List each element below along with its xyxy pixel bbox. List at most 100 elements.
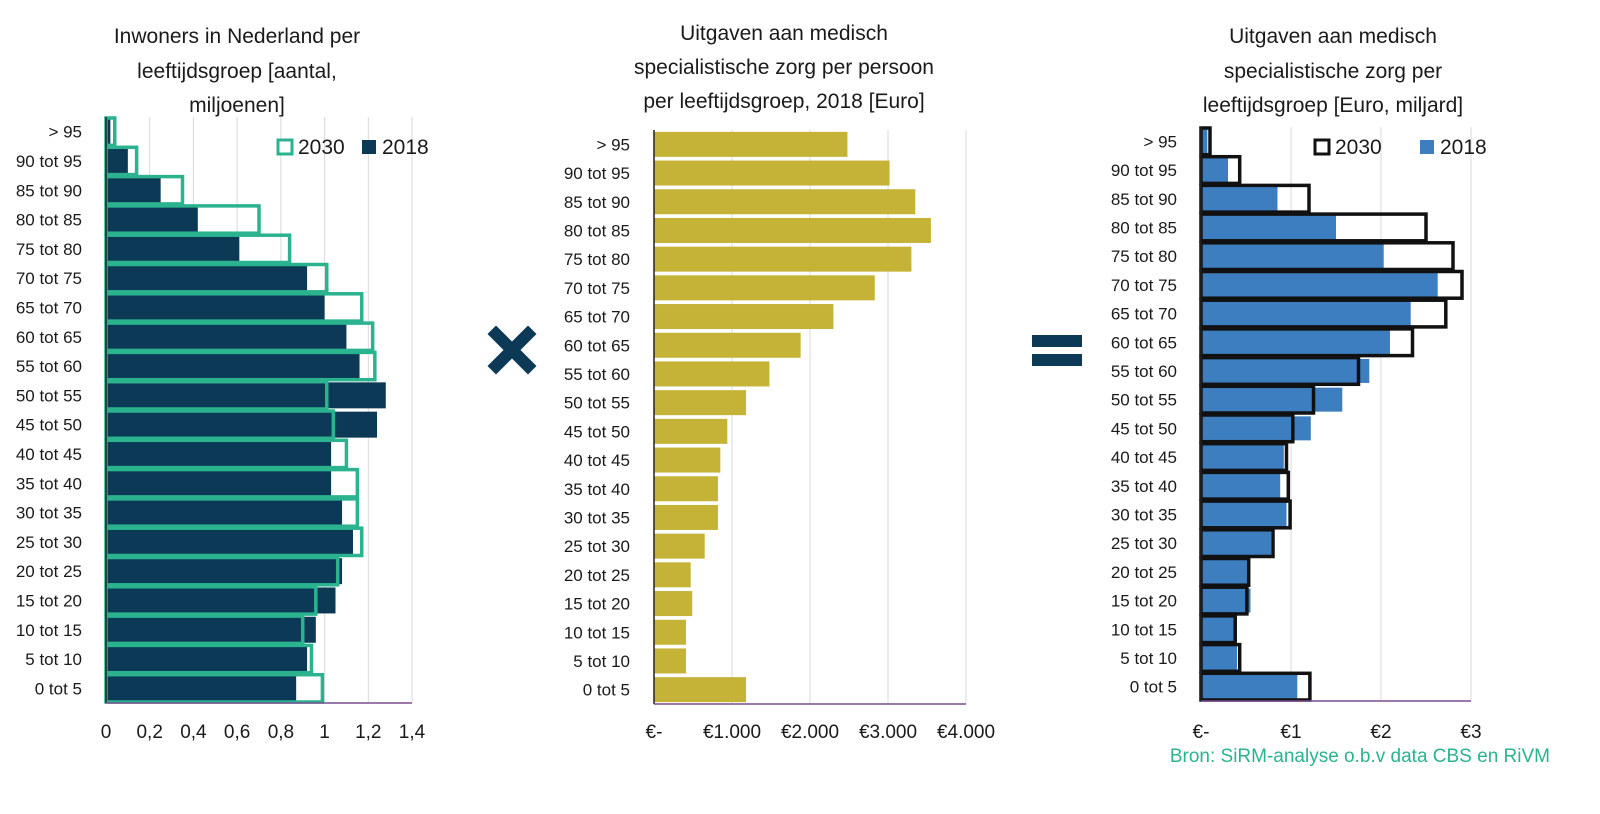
bar-2018-90 tot 95 (1201, 158, 1228, 183)
bar-2018-80 tot 85 (1201, 215, 1336, 240)
category-label: 60 tot 65 (564, 336, 630, 355)
bar-2018-10 tot 15 (654, 619, 686, 645)
category-label: 70 tot 75 (1111, 276, 1177, 295)
legend-item: 2018 (1420, 136, 1487, 159)
bar-2018-40 tot 45 (654, 447, 721, 473)
bar-2018-5 tot 10 (654, 648, 686, 674)
x-tick-label: 0,2 (136, 722, 162, 743)
x-tick-label: 1 (319, 722, 330, 743)
bar-2018-50 tot 55 (654, 390, 747, 416)
x-tick-label: 0 (101, 722, 112, 743)
equals-bar (1032, 354, 1082, 366)
bar-2018-0 tot 5 (1201, 674, 1298, 699)
bar-2018-60 tot 65 (654, 332, 801, 358)
chart-title-line: miljoenen] (189, 94, 285, 117)
legend-swatch-outline (1313, 138, 1331, 156)
category-label: 85 tot 90 (16, 181, 82, 200)
category-label: 50 tot 55 (1111, 391, 1177, 410)
category-label: 70 tot 75 (16, 269, 82, 288)
x-tick-label: 0,4 (180, 722, 207, 743)
bar-2018-> 95 (1201, 129, 1208, 154)
category-label: 50 tot 55 (564, 394, 630, 413)
category-label: 70 tot 75 (564, 279, 630, 298)
category-label: 40 tot 45 (16, 445, 82, 464)
bar-2018-80 tot 85 (106, 206, 198, 233)
bar-2018-15 tot 20 (654, 591, 693, 617)
legend-item: 2018 (362, 136, 429, 159)
bar-2018-85 tot 90 (1201, 186, 1278, 211)
category-label: 60 tot 65 (1111, 333, 1177, 352)
category-label: 5 tot 10 (25, 650, 82, 669)
chart-population: Inwoners in Nederland per leeftijdsgroep … (16, 25, 429, 743)
bar-2018-75 tot 80 (1201, 244, 1384, 269)
bar-2018-65 tot 70 (1201, 301, 1411, 326)
category-label: 75 tot 80 (16, 240, 82, 259)
bar-2018-60 tot 65 (106, 323, 347, 350)
category-label: 65 tot 70 (16, 298, 82, 317)
bar-2018-55 tot 60 (106, 353, 360, 380)
x-tick-label: €- (1193, 722, 1210, 743)
bar-2018-40 tot 45 (106, 440, 332, 467)
category-label: 10 tot 15 (16, 621, 82, 640)
bar-2018-15 tot 20 (106, 587, 336, 614)
category-label: > 95 (596, 135, 630, 154)
legend-label: 2030 (1335, 136, 1382, 159)
category-label: 5 tot 10 (573, 652, 630, 671)
bar-2018-35 tot 40 (654, 476, 718, 502)
category-label: 25 tot 30 (564, 537, 630, 556)
chart-spending-per-person: Uitgaven aan medisch specialistische zorg… (564, 22, 995, 743)
bar-2018-35 tot 40 (1201, 473, 1281, 498)
legend-item: 2030 (276, 136, 345, 159)
bar-2018-65 tot 70 (654, 304, 834, 330)
category-label: 60 tot 65 (16, 328, 82, 347)
chart-title-line: Uitgaven aan medisch (680, 22, 888, 45)
bar-2018-0 tot 5 (654, 677, 747, 703)
bar-2018-25 tot 30 (654, 533, 705, 559)
x-tick-label: €3 (1460, 722, 1481, 743)
chart-title-line: per leeftijdsgroep, 2018 [Euro] (643, 90, 924, 113)
bar-2018-70 tot 75 (106, 265, 308, 292)
category-label: > 95 (1143, 132, 1177, 151)
bar-2018-80 tot 85 (654, 217, 931, 243)
bar-2018-0 tot 5 (106, 675, 297, 702)
category-label: 15 tot 20 (16, 591, 82, 610)
x-tick-label: €4.000 (937, 722, 995, 743)
bar-2018-30 tot 35 (106, 499, 343, 526)
legend-label: 2018 (382, 136, 429, 159)
category-label: 65 tot 70 (1111, 305, 1177, 324)
bar-2018-75 tot 80 (106, 235, 240, 262)
category-label: > 95 (48, 123, 82, 142)
category-label: 90 tot 95 (16, 152, 82, 171)
category-label: 30 tot 35 (16, 504, 82, 523)
category-label: 85 tot 90 (564, 193, 630, 212)
bar-2018-55 tot 60 (1201, 358, 1370, 383)
bar-2018-25 tot 30 (1201, 531, 1272, 556)
x-tick-label: 1,2 (355, 722, 381, 743)
category-label: 50 tot 55 (16, 386, 82, 405)
chart-title-line: leeftijdsgroep [Euro, miljard] (1203, 94, 1463, 117)
x-tick-label: €1 (1280, 722, 1301, 743)
equals-icon (1032, 335, 1082, 366)
category-label: 40 tot 45 (1111, 448, 1177, 467)
category-label: 45 tot 50 (1111, 419, 1177, 438)
category-label: 45 tot 50 (16, 416, 82, 435)
bar-2018-75 tot 80 (654, 246, 912, 272)
chart-title-line: Inwoners in Nederland per (114, 25, 360, 48)
bar-2018-> 95 (654, 131, 848, 157)
category-label: 65 tot 70 (564, 308, 630, 327)
category-label: 80 tot 85 (1111, 218, 1177, 237)
category-label: 0 tot 5 (583, 681, 630, 700)
chart-total-spending: Uitgaven aan medisch specialistische zorg… (1111, 25, 1487, 743)
category-label: 15 tot 20 (1111, 592, 1177, 611)
category-label: 5 tot 10 (1120, 649, 1177, 668)
bar-2018-5 tot 10 (1201, 645, 1237, 670)
category-label: 55 tot 60 (564, 365, 630, 384)
bar-2018-20 tot 25 (106, 558, 343, 585)
bar-2018-90 tot 95 (654, 160, 890, 186)
category-label: 80 tot 85 (564, 221, 630, 240)
category-label: 20 tot 25 (564, 566, 630, 585)
category-label: 20 tot 25 (1111, 563, 1177, 582)
legend-label: 2018 (1440, 136, 1487, 159)
bar-2018-45 tot 50 (106, 411, 378, 438)
